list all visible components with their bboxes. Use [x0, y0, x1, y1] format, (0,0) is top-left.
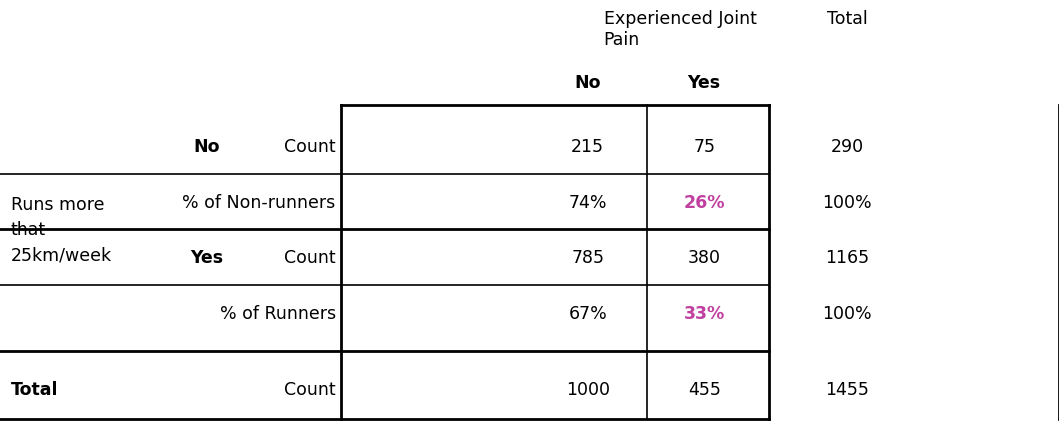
Text: No: No: [574, 74, 602, 92]
Text: Yes: Yes: [687, 74, 721, 92]
Text: 215: 215: [571, 138, 605, 155]
Text: No: No: [193, 138, 220, 155]
Text: 26%: 26%: [683, 193, 725, 211]
Text: 1165: 1165: [825, 249, 869, 267]
Text: Total: Total: [11, 380, 58, 398]
Text: 100%: 100%: [823, 193, 872, 211]
Text: Total: Total: [827, 10, 867, 28]
Text: Experienced Joint
Pain: Experienced Joint Pain: [604, 10, 756, 49]
Text: 67%: 67%: [569, 304, 607, 322]
Text: 290: 290: [830, 138, 864, 155]
Text: 100%: 100%: [823, 304, 872, 322]
Text: 380: 380: [687, 249, 721, 267]
Text: 1455: 1455: [825, 380, 869, 398]
Text: 33%: 33%: [684, 304, 724, 322]
Text: 1000: 1000: [566, 380, 610, 398]
Text: % of Non-runners: % of Non-runners: [182, 193, 336, 211]
Text: 75: 75: [694, 138, 715, 155]
Text: 455: 455: [687, 380, 721, 398]
Text: Yes: Yes: [190, 249, 223, 267]
Text: Count: Count: [284, 249, 336, 267]
Text: Count: Count: [284, 380, 336, 398]
Text: 785: 785: [571, 249, 605, 267]
Text: 74%: 74%: [569, 193, 607, 211]
Text: % of Runners: % of Runners: [219, 304, 336, 322]
Text: Runs more
that
25km/week: Runs more that 25km/week: [11, 196, 111, 264]
Text: Count: Count: [284, 138, 336, 155]
